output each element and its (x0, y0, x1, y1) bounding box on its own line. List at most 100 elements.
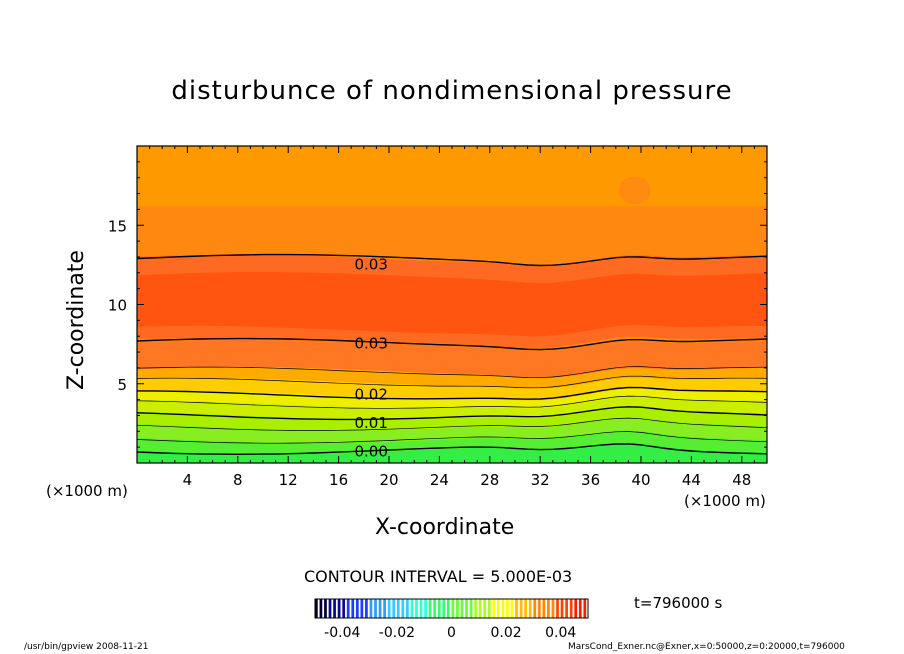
colorbar-cell (456, 599, 459, 618)
x-tick-label: 44 (682, 471, 701, 489)
colorbar-cell (337, 599, 341, 618)
band-upper (137, 206, 767, 463)
colorbar-cell (515, 599, 518, 618)
contour-line (137, 253, 767, 267)
colorbar-cell (319, 599, 323, 618)
colorbar-cell (542, 599, 546, 618)
colorbar-cell (537, 599, 541, 618)
x-tick-label: 28 (480, 471, 499, 489)
colorbar-cell (355, 599, 359, 618)
colorbar-tick-label: -0.02 (379, 625, 415, 641)
colorbar-cell (465, 599, 468, 618)
plot-frame (136, 145, 768, 464)
colorbar-cell (374, 599, 377, 618)
x-tick-label: 32 (531, 471, 550, 489)
colorbar-cell (578, 599, 582, 618)
colorbar-cell (324, 599, 327, 618)
contour-line (137, 431, 767, 444)
colorbar-cell (365, 599, 368, 618)
band-fill (137, 377, 767, 463)
colorbar-cell (483, 599, 487, 618)
x-tick-label: 4 (183, 471, 193, 489)
colorbar-cell (487, 599, 491, 618)
colorbar-cell (442, 599, 446, 618)
x-axis-label: X-coordinate (375, 515, 515, 540)
x-tick-label: 16 (329, 471, 348, 489)
colorbar-cell (351, 599, 355, 618)
colorbar-cell (415, 599, 418, 618)
colorbar-cell (437, 599, 441, 618)
colorbar-cell (392, 599, 396, 618)
y-tick-label: 15 (108, 217, 127, 235)
colorbar-cell (524, 599, 528, 618)
colorbar-cell (474, 599, 477, 618)
colorbar-cell (328, 599, 332, 618)
colorbar-cell (560, 599, 564, 618)
colorbar-cell (569, 599, 573, 618)
footer-right-text: MarsCond_Exner.nc@Exner,x=0:50000,z=0:20… (568, 642, 845, 652)
colorbar-tick-label: 0 (447, 625, 456, 641)
colorbar-cell (478, 599, 482, 618)
colorbar-cell (519, 599, 523, 618)
colorbar-cell (396, 599, 400, 618)
colorbar-cell (547, 599, 550, 618)
contour-line (137, 395, 767, 409)
y-axis-unit: (×1000 m) (46, 482, 128, 500)
colorbar-frame (314, 598, 589, 619)
contour-line (137, 443, 767, 456)
colorbar-cell (565, 599, 568, 618)
y-axis-label: Z-coordinate (64, 250, 89, 390)
contour-label: 0.03 (354, 255, 387, 273)
colorbar-cell (333, 599, 336, 618)
colorbar-cell (492, 599, 496, 618)
colorbar-cell (446, 599, 450, 618)
y-tick-label: 5 (117, 376, 127, 394)
contour-line (137, 406, 767, 421)
contour-interval-text: CONTOUR INTERVAL = 5.000E-03 (304, 567, 573, 586)
colorbar-cell (528, 599, 532, 618)
band-fill (137, 338, 767, 463)
colorbar-cell (506, 599, 509, 618)
chart-title: disturbunce of nondimensional pressure (171, 76, 733, 106)
band-core-inner (137, 272, 767, 337)
x-tick-label: 20 (379, 471, 398, 489)
colorbar-cell (383, 599, 386, 618)
band-fill (137, 388, 767, 463)
contour-line (137, 417, 767, 431)
y-tick-label: 10 (108, 297, 127, 315)
x-tick-label: 12 (279, 471, 298, 489)
colorbar-cell (501, 599, 505, 618)
colorbar-tick-label: 0.02 (491, 625, 522, 641)
plot-background (137, 146, 767, 463)
x-tick-label: 24 (430, 471, 449, 489)
colorbar-cell (387, 599, 391, 618)
x-axis-unit: (×1000 m) (684, 492, 766, 510)
colorbar-cell (360, 599, 364, 618)
colorbar-cell (406, 599, 409, 618)
colorbar-cell (451, 599, 455, 618)
colorbar-cell (369, 599, 373, 618)
footer-left-text: /usr/bin/gpview 2008-11-21 (24, 642, 149, 652)
colorbar-cell (433, 599, 437, 618)
colorbar-cell (533, 599, 537, 618)
contour-line (137, 337, 767, 351)
band-fill (137, 407, 767, 463)
colorbar-cell (419, 599, 423, 618)
band-fill (137, 430, 767, 463)
colorbar-tick-label: -0.04 (324, 625, 360, 641)
colorbar-cell (315, 599, 318, 618)
contour-label: 0.03 (354, 335, 387, 353)
time-label: t=796000 s (634, 594, 723, 612)
colorbar-cell (424, 599, 427, 618)
colorbar-cell (378, 599, 382, 618)
colorbar-cell (428, 599, 432, 618)
contour-label: 0.00 (354, 442, 387, 460)
colorbar-cell (410, 599, 414, 618)
contour-label: 0.01 (354, 414, 387, 432)
colorbar-cell (510, 599, 514, 618)
colorbar-cell (574, 599, 578, 618)
x-tick-label: 40 (631, 471, 650, 489)
band-fill (137, 397, 767, 463)
contour-line (137, 375, 767, 389)
band-core-outer (137, 254, 767, 349)
